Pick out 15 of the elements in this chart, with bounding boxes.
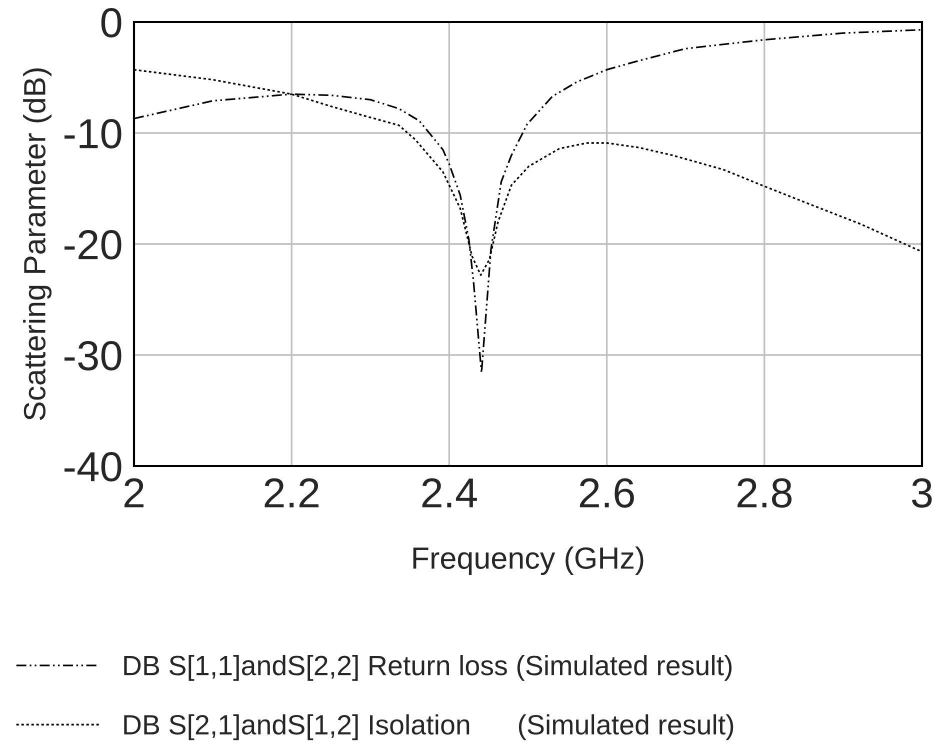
legend-label: DB S[1,1]andS[2,2] Return loss (Simulated result) — [124, 655, 732, 681]
x-tick-label: 2.6 — [580, 478, 634, 508]
x-tick-label: 2.4 — [422, 478, 477, 508]
x-tick-label: 2 — [124, 478, 144, 508]
y-tick-label: -40 — [64, 452, 122, 482]
y-tick-label: 0 — [101, 8, 122, 38]
y-tick-label: -30 — [64, 341, 122, 371]
x-tick-label: 2.2 — [264, 478, 318, 508]
x-axis-title: Frequency (GHz) — [413, 546, 644, 575]
y-tick-label: -20 — [64, 230, 122, 260]
x-tick-label: 2.8 — [738, 478, 792, 508]
y-tick-label: -10 — [64, 119, 122, 149]
x-tick-label: 3 — [912, 478, 932, 508]
y-axis-title: Scattering Parameter (dB) — [23, 68, 52, 420]
legend-label: DB S[2,1]andS[1,2] Isolation (Simulated result) — [124, 714, 734, 740]
